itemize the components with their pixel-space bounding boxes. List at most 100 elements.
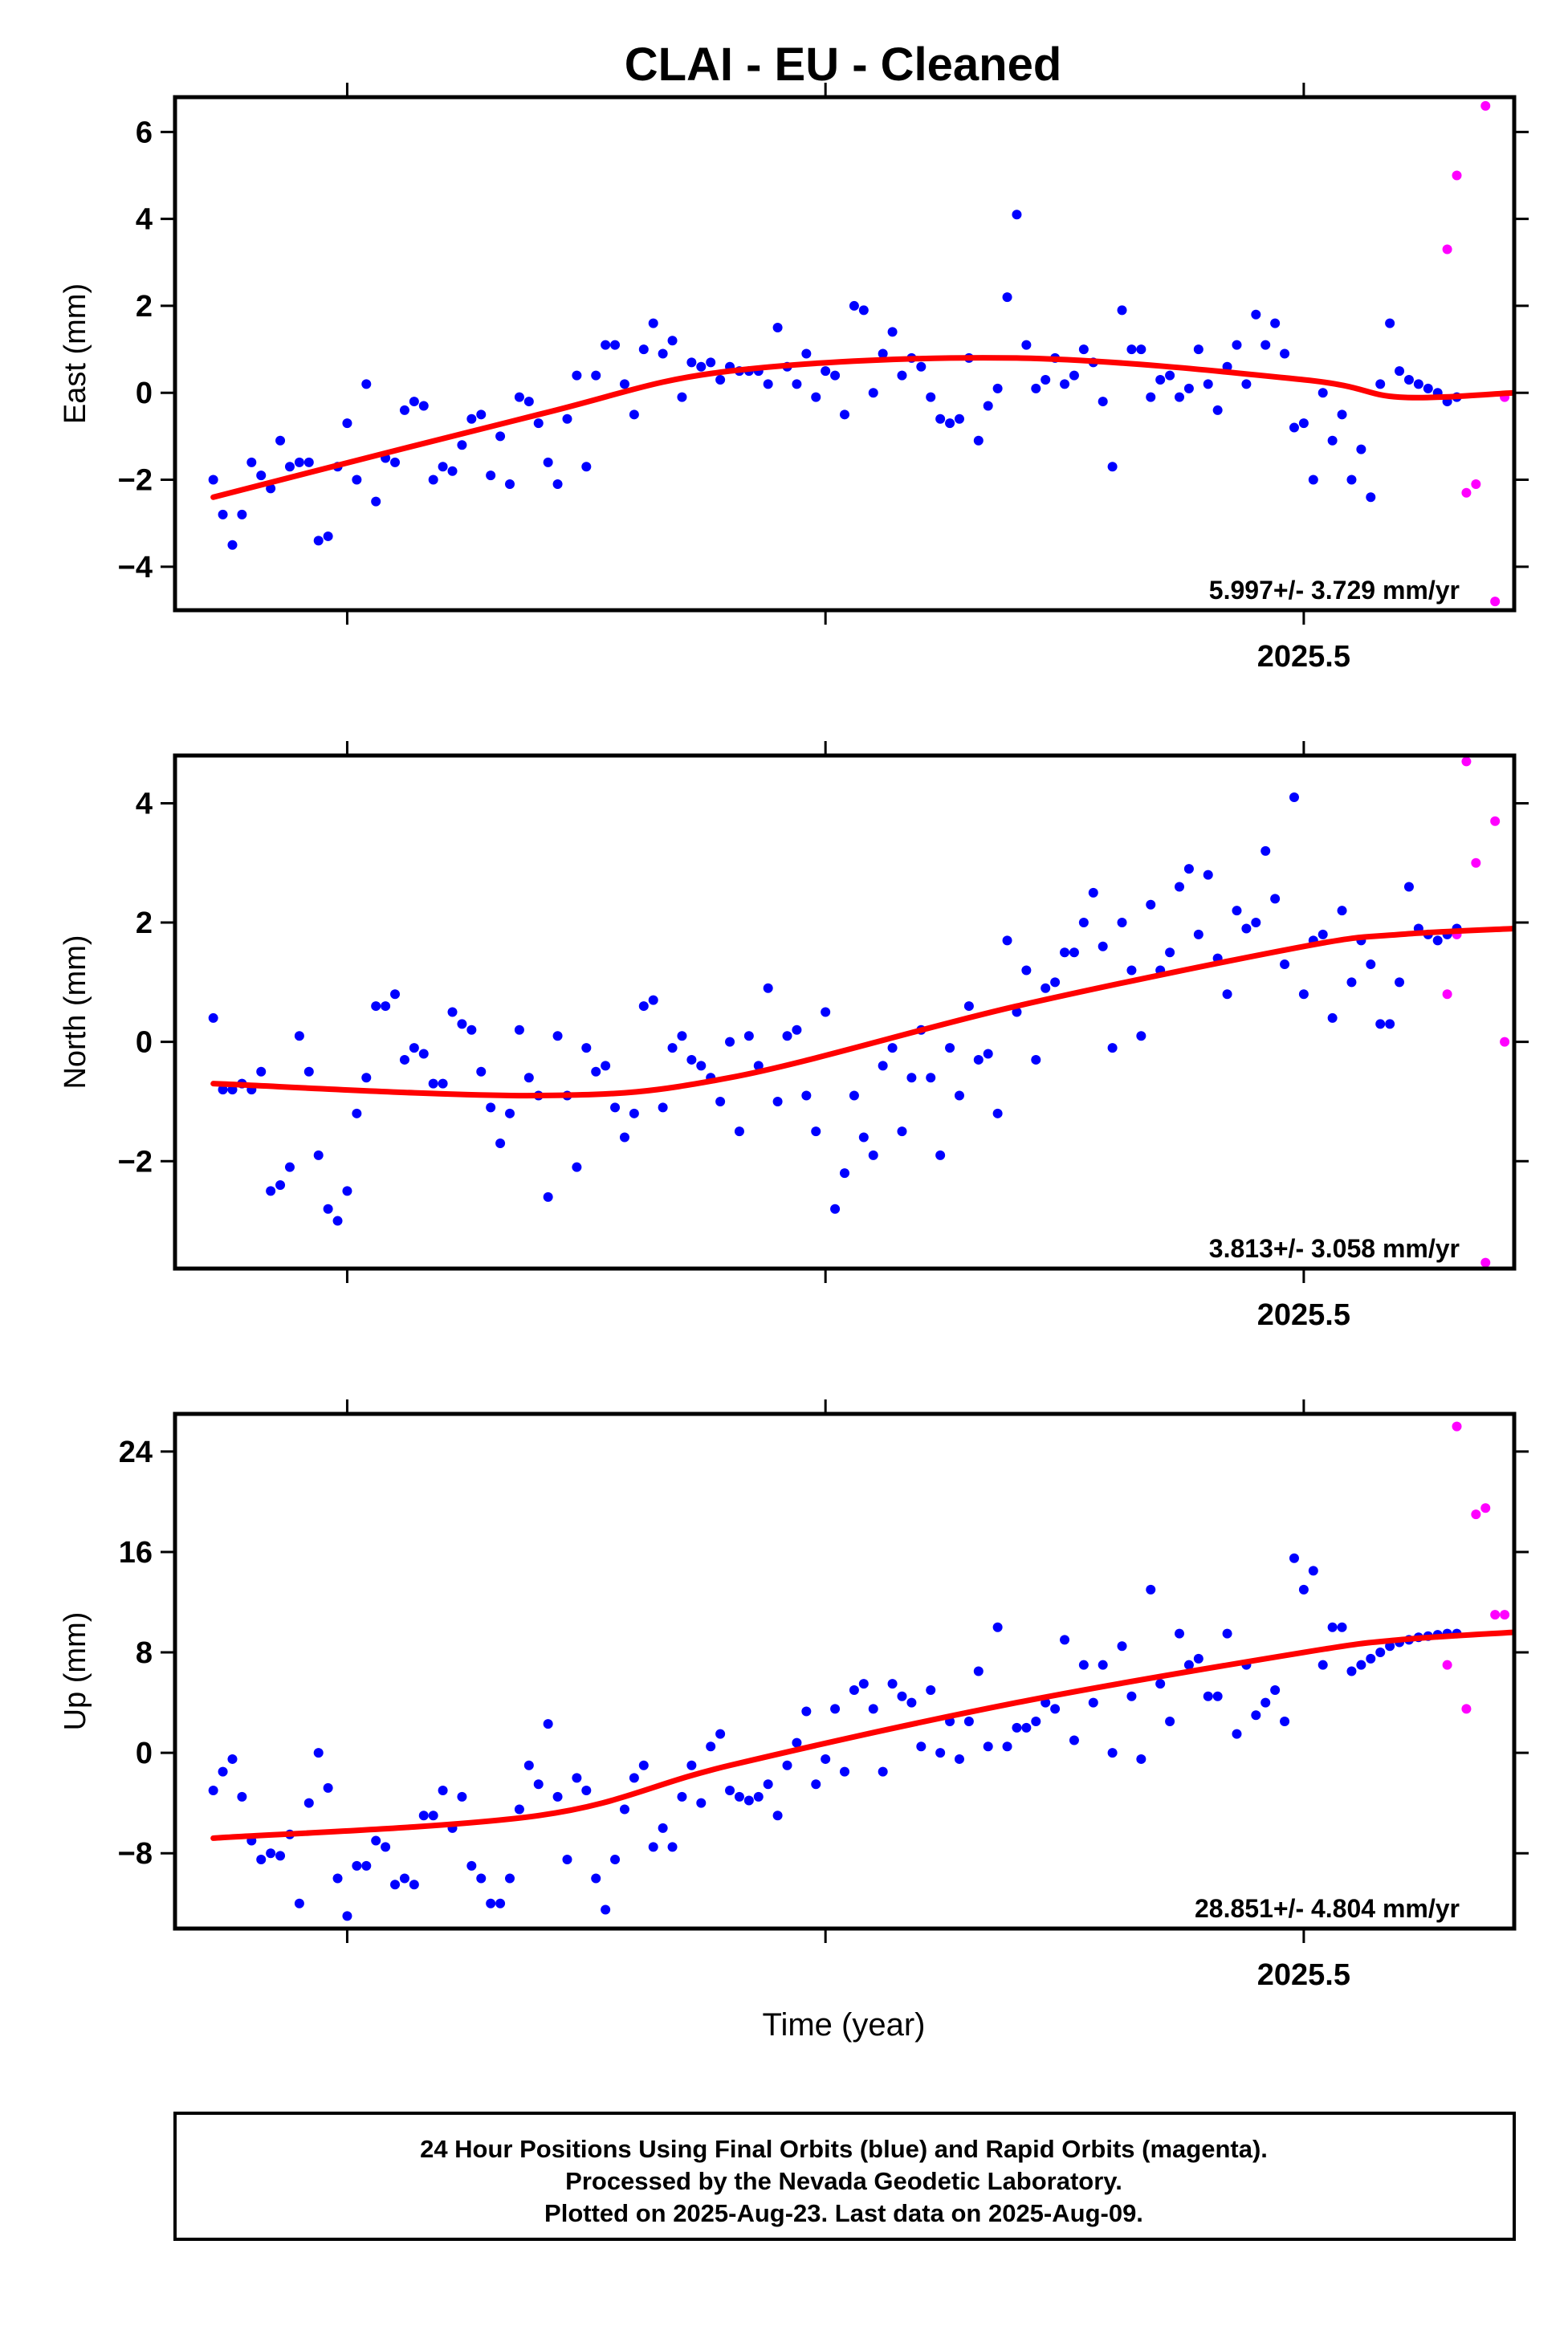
east-xtick-label: 2025.5 (1257, 640, 1350, 674)
east-final-point (1395, 366, 1405, 377)
north-final-point (935, 1150, 946, 1160)
north-final-point (1203, 870, 1213, 880)
up-final-point (237, 1791, 247, 1802)
north-final-point (992, 1108, 1003, 1118)
north-final-point (1107, 1043, 1118, 1053)
east-final-point (237, 509, 247, 519)
up-final-point (897, 1691, 907, 1701)
east-final-point (1261, 340, 1271, 350)
north-final-point (218, 1085, 228, 1095)
north-final-point (1012, 1007, 1022, 1017)
east-final-point (572, 370, 582, 381)
north-final-point (1375, 1019, 1386, 1029)
north-final-point (926, 1073, 936, 1083)
north-final-point (772, 1096, 783, 1106)
east-final-point (1337, 409, 1347, 420)
north-final-point (1117, 918, 1127, 928)
east-final-point (686, 357, 697, 368)
north-final-point (1050, 977, 1061, 988)
east-final-point (1193, 344, 1203, 355)
east-final-point (983, 401, 993, 411)
up-final-point (1117, 1641, 1127, 1652)
north-final-point (878, 1061, 888, 1071)
north-final-point (1078, 918, 1089, 928)
up-ytick-label: 0 (136, 1737, 153, 1770)
east-final-point (926, 392, 936, 402)
east-final-point (514, 392, 524, 402)
east-final-point (954, 413, 964, 424)
north-final-point (1165, 947, 1175, 958)
east-final-point (495, 431, 506, 442)
east-final-point (772, 323, 783, 333)
north-final-point (275, 1179, 286, 1190)
up-final-point (629, 1773, 639, 1783)
up-final-point (208, 1786, 218, 1796)
up-final-point (1270, 1684, 1281, 1695)
up-final-point (1232, 1729, 1242, 1739)
footer-line-2: Processed by the Nevada Geodetic Laborat… (565, 2167, 1122, 2195)
up-final-point (610, 1855, 621, 1865)
up-final-point (1298, 1584, 1309, 1595)
east-y-axis-label: East (mm) (59, 283, 92, 424)
north-final-point (1136, 1031, 1146, 1041)
north-final-point (677, 1031, 687, 1041)
north-final-point (581, 1043, 592, 1053)
north-final-point (638, 1001, 649, 1012)
up-final-point (1280, 1717, 1290, 1727)
footer-line-1: 24 Hour Positions Using Final Orbits (bl… (420, 2135, 1268, 2163)
north-final-point (906, 1073, 917, 1083)
up-final-point (1012, 1722, 1022, 1733)
up-final-point (1078, 1660, 1089, 1670)
up-final-point (572, 1773, 582, 1783)
north-final-point (667, 1043, 678, 1053)
north-ytick-label: 0 (136, 1026, 153, 1060)
east-final-point (447, 466, 458, 476)
east-final-point (342, 418, 352, 429)
east-final-point (1356, 444, 1366, 454)
up-final-point (313, 1748, 324, 1758)
north-y-axis-label: North (mm) (59, 935, 92, 1089)
up-final-point (1060, 1635, 1070, 1645)
up-final-point (218, 1766, 228, 1777)
up-final-point (1346, 1666, 1357, 1676)
up-final-point (438, 1786, 448, 1796)
up-rapid-point (1452, 1421, 1462, 1432)
north-final-point (1289, 792, 1299, 803)
east-final-point (428, 475, 438, 485)
up-final-point (849, 1684, 859, 1695)
east-final-point (523, 397, 534, 407)
east-final-point (897, 370, 907, 381)
east-final-point (658, 348, 668, 359)
north-final-point (1346, 977, 1357, 988)
north-final-point (399, 1054, 409, 1065)
north-final-point (811, 1126, 821, 1137)
up-final-point (926, 1684, 936, 1695)
east-final-point (218, 509, 228, 519)
north-final-point (543, 1191, 553, 1202)
up-final-point (1327, 1622, 1338, 1632)
north-final-point (1403, 882, 1414, 892)
up-rapid-point (1471, 1509, 1481, 1520)
north-final-point (486, 1102, 496, 1113)
north-rapid-point (1490, 816, 1501, 826)
east-final-point (1165, 370, 1175, 381)
east-rate-label: 5.997+/- 3.729 mm/yr (1209, 576, 1460, 605)
up-final-point (725, 1786, 735, 1796)
up-final-point (821, 1754, 831, 1764)
north-final-point (1175, 882, 1184, 892)
north-final-point (601, 1061, 611, 1071)
north-final-point (447, 1007, 458, 1017)
up-final-point (973, 1666, 984, 1676)
east-final-point (1385, 318, 1395, 328)
north-final-point (897, 1126, 907, 1137)
up-final-point (648, 1842, 658, 1852)
east-final-point (706, 357, 716, 368)
up-rapid-point (1442, 1660, 1452, 1670)
north-final-point (849, 1090, 859, 1101)
north-final-point (438, 1078, 448, 1089)
up-plot-frame (173, 1411, 1517, 1931)
up-final-point (601, 1904, 611, 1915)
north-final-point (476, 1066, 487, 1077)
up-final-point (801, 1706, 812, 1717)
